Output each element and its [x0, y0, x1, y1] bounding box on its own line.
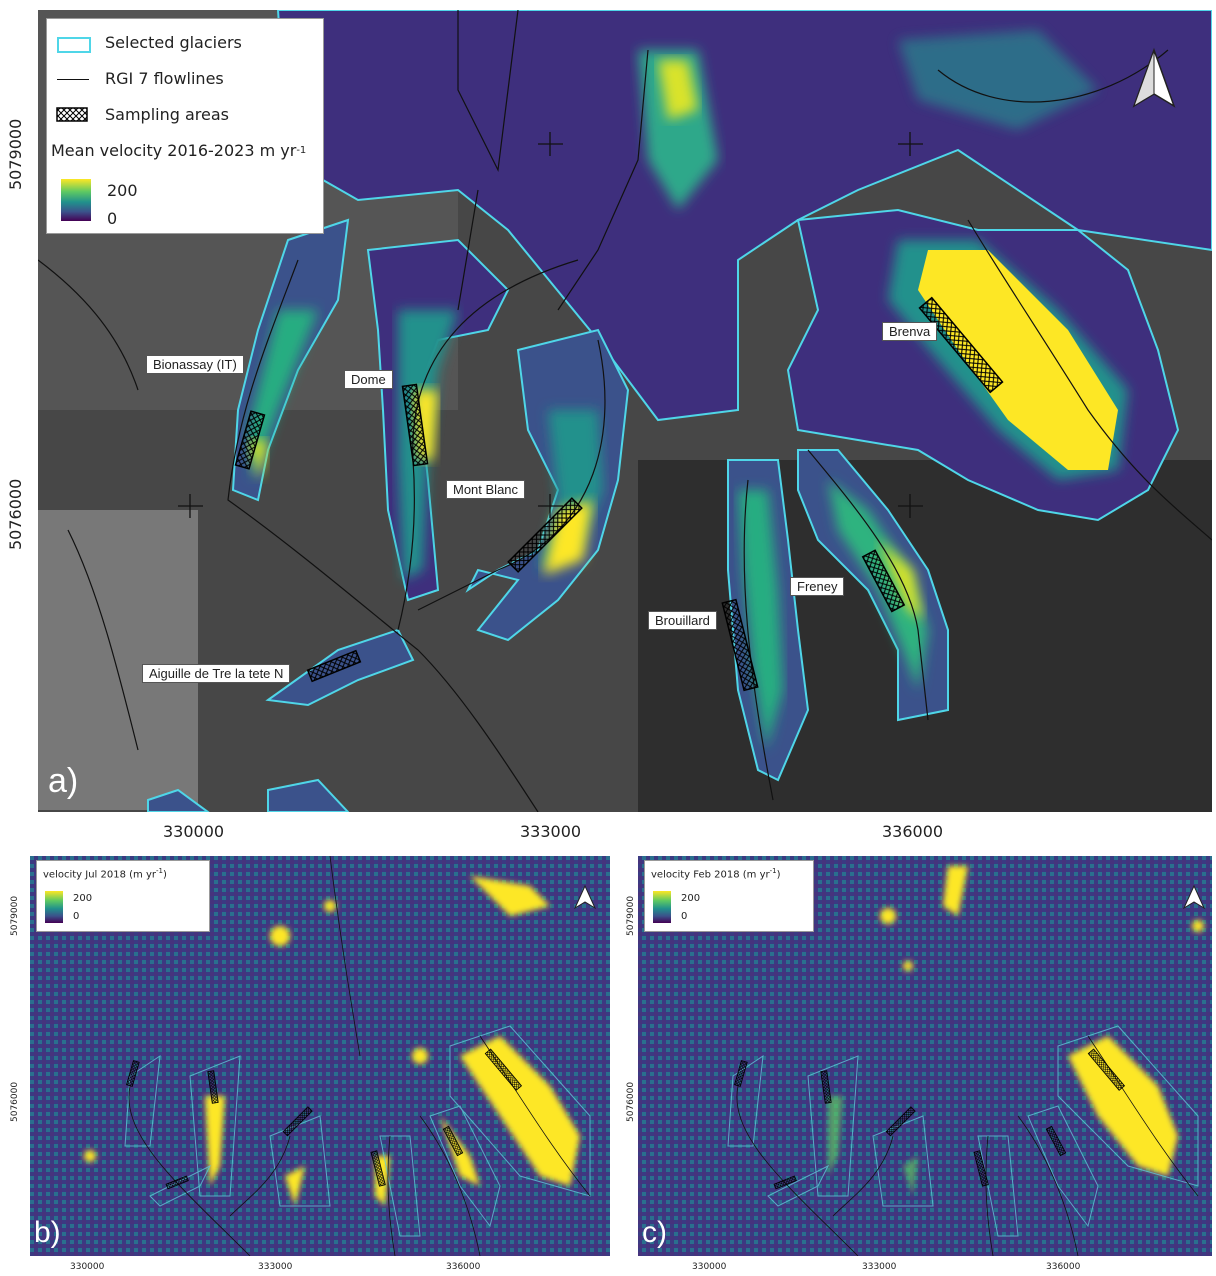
xtick-a-2: 333000 [520, 822, 582, 841]
velocity-title-text: Mean velocity 2016-2023 m yr [51, 141, 297, 160]
north-arrow-c-icon [1182, 884, 1206, 910]
legend-c: velocity Feb 2018 (m yr-1) 200 0 [644, 860, 814, 932]
map-legend: Selected glaciers RGI 7 flowlines Sampli… [46, 18, 324, 234]
ytick-b-2: 5076000 [10, 1081, 20, 1122]
glacier-outline-icon [55, 35, 91, 53]
xtick-b-3: 336000 [446, 1262, 481, 1272]
legend-b-close: ) [162, 869, 167, 881]
ytick-c-2: 5076000 [626, 1081, 636, 1122]
legend-velocity-title: Mean velocity 2016-2023 m yr -1 [51, 141, 306, 160]
hatch-icon [55, 106, 91, 123]
legend-c-title-text: velocity Feb 2018 (m yr [651, 869, 770, 881]
legend-b: velocity Jul 2018 (m yr-1) 200 0 [36, 860, 210, 932]
colorbar-b [45, 891, 63, 923]
north-arrow-icon [1132, 47, 1176, 108]
legend-c-title: velocity Feb 2018 (m yr-1) [651, 867, 781, 880]
glacier-mont-blanc [465, 328, 630, 642]
north-arrow-b-icon [573, 884, 597, 910]
legend-row-flowlines: RGI 7 flowlines [55, 69, 224, 88]
xtick-c-1: 330000 [692, 1262, 727, 1272]
xtick-b-2: 333000 [258, 1262, 293, 1272]
ytick-a-2: 5076000 [6, 478, 25, 550]
ytick-b-1: 5079000 [10, 895, 20, 936]
legend-b-exp: -1 [155, 867, 163, 875]
cbar-min-a: 0 [107, 209, 118, 228]
xtick-a-1: 330000 [163, 822, 225, 841]
xtick-b-1: 330000 [70, 1262, 105, 1272]
colorbar-a [61, 179, 91, 221]
panel-label-c: c) [642, 1216, 667, 1249]
cbar-max-b: 200 [73, 893, 93, 904]
label-brouillard: Brouillard [648, 611, 717, 630]
legend-label-glaciers: Selected glaciers [105, 33, 242, 52]
legend-b-title: velocity Jul 2018 (m yr-1) [43, 867, 167, 880]
label-aiguille: Aiguille de Tre la tete N [142, 664, 291, 683]
xtick-c-2: 333000 [862, 1262, 897, 1272]
legend-label-sampling: Sampling areas [105, 105, 229, 124]
label-mont-blanc: Mont Blanc [446, 480, 526, 499]
label-freney: Freney [790, 577, 845, 596]
velocity-unit-exp: -1 [296, 145, 307, 156]
sampling-areas-a [234, 296, 1004, 692]
xtick-a-3: 336000 [882, 822, 944, 841]
velocity-map-feb-2018: velocity Feb 2018 (m yr-1) 200 0 c) [638, 856, 1212, 1256]
colorbar-c [653, 891, 671, 923]
legend-b-title-text: velocity Jul 2018 (m yr [43, 869, 156, 881]
cbar-min-b: 0 [73, 911, 80, 922]
legend-label-flowlines: RGI 7 flowlines [105, 69, 224, 88]
ytick-c-1: 5079000 [626, 895, 636, 936]
label-bionassay: Bionassay (IT) [146, 355, 244, 374]
flowlines-a [38, 10, 1212, 812]
grid-crosses-a [178, 132, 923, 518]
cbar-min-c: 0 [681, 911, 688, 922]
map-a-svg [38, 10, 1212, 812]
panel-label-b: b) [34, 1216, 61, 1249]
legend-c-close: ) [776, 869, 781, 881]
flowline-icon [55, 71, 91, 87]
cbar-max-c: 200 [681, 893, 701, 904]
velocity-map-jul-2018: velocity Jul 2018 (m yr-1) 200 0 b) [30, 856, 610, 1256]
label-dome: Dome [344, 370, 393, 389]
ytick-a-1: 5079000 [6, 118, 25, 190]
main-velocity-map: Selected glaciers RGI 7 flowlines Sampli… [38, 10, 1212, 812]
cbar-max-a: 200 [107, 181, 138, 200]
xtick-c-3: 336000 [1046, 1262, 1081, 1272]
panel-label-a: a) [48, 762, 79, 800]
legend-row-glaciers: Selected glaciers [55, 33, 242, 53]
legend-c-exp: -1 [769, 867, 777, 875]
label-brenva: Brenva [882, 322, 938, 341]
legend-row-sampling: Sampling areas [55, 105, 229, 124]
